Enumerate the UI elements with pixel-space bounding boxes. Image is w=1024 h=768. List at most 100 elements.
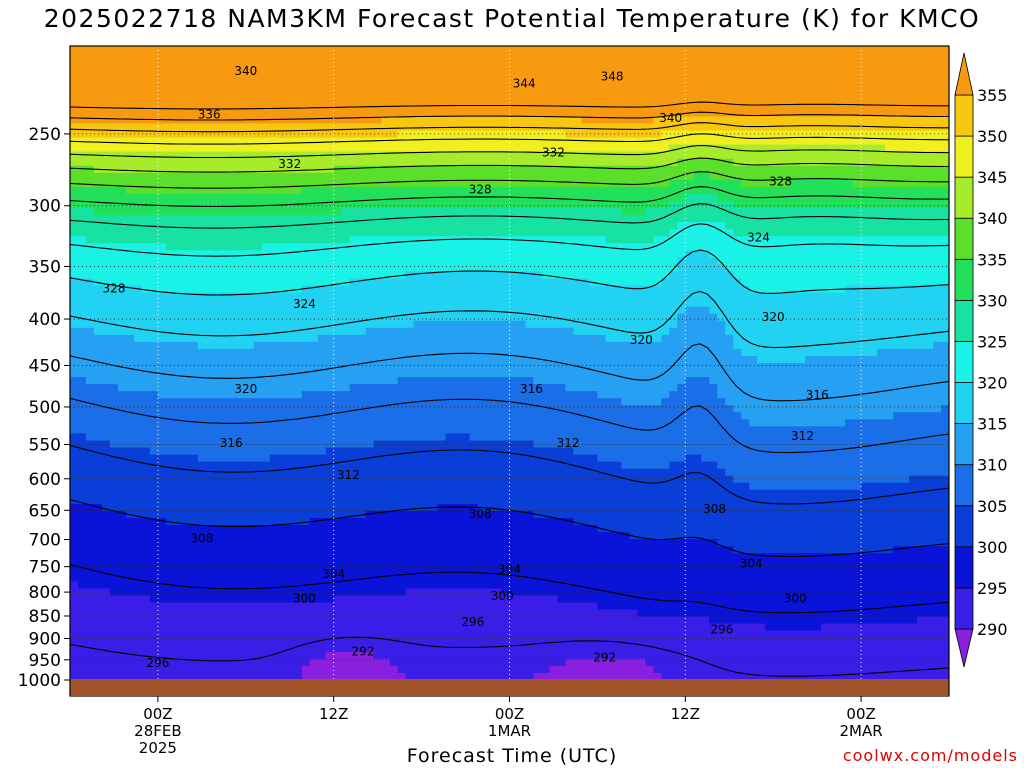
- theta-cell: [453, 355, 463, 364]
- theta-cell: [893, 355, 902, 364]
- theta-cell: [813, 53, 822, 61]
- theta-cell: [709, 200, 718, 209]
- theta-cell: [909, 292, 918, 301]
- theta-cell: [621, 299, 630, 308]
- theta-cell: [173, 193, 183, 202]
- theta-cell: [885, 222, 894, 230]
- theta-cell: [685, 271, 694, 280]
- theta-cell: [901, 229, 910, 237]
- theta-cell: [797, 222, 806, 230]
- theta-cell: [93, 172, 103, 181]
- theta-cell: [293, 67, 303, 75]
- theta-cell: [677, 130, 686, 139]
- theta-cell: [149, 341, 159, 350]
- theta-cell: [501, 109, 511, 118]
- theta-cell: [437, 116, 447, 125]
- theta-cell: [405, 222, 415, 230]
- theta-cell: [661, 250, 670, 258]
- theta-cell: [437, 222, 447, 230]
- theta-cell: [389, 116, 399, 125]
- theta-cell: [549, 144, 559, 153]
- theta-cell: [453, 186, 463, 195]
- theta-cell: [261, 81, 271, 89]
- theta-cell: [885, 264, 894, 273]
- theta-cell: [757, 81, 766, 89]
- theta-cell: [829, 81, 838, 89]
- theta-cell: [909, 264, 918, 273]
- theta-cell: [253, 306, 263, 315]
- theta-cell: [477, 299, 487, 308]
- theta-cell: [261, 179, 271, 188]
- theta-cell: [341, 60, 351, 68]
- theta-cell: [205, 109, 215, 118]
- theta-cell: [661, 327, 670, 336]
- theta-cell: [381, 137, 391, 146]
- theta-cell: [909, 186, 918, 195]
- theta-cell: [941, 60, 949, 68]
- theta-cell: [893, 95, 902, 103]
- theta-cell: [445, 158, 455, 167]
- theta-cell: [933, 144, 942, 153]
- theta-cell: [77, 215, 87, 223]
- theta-cell: [93, 271, 103, 280]
- theta-cell: [309, 348, 319, 357]
- theta-cell: [469, 144, 479, 153]
- theta-cell: [613, 285, 622, 294]
- theta-cell: [517, 334, 527, 343]
- theta-cell: [709, 151, 718, 160]
- theta-cell: [789, 165, 798, 174]
- theta-cell: [581, 355, 591, 364]
- theta-cell: [621, 88, 630, 96]
- theta-cell: [173, 327, 183, 336]
- theta-cell: [877, 208, 886, 216]
- theta-cell: [637, 229, 646, 237]
- theta-cell: [725, 46, 734, 54]
- theta-cell: [117, 172, 127, 181]
- theta-cell: [269, 306, 279, 315]
- theta-cell: [725, 67, 734, 75]
- theta-cell: [829, 67, 838, 75]
- theta-cell: [77, 165, 87, 174]
- theta-cell: [621, 67, 630, 75]
- theta-cell: [789, 151, 798, 160]
- theta-cell: [893, 257, 902, 265]
- theta-cell: [621, 285, 630, 294]
- theta-cell: [485, 320, 495, 329]
- theta-cell: [597, 355, 606, 364]
- theta-cell: [101, 299, 111, 308]
- theta-cell: [245, 46, 255, 54]
- theta-cell: [773, 341, 782, 350]
- theta-cell: [941, 144, 949, 153]
- theta-cell: [125, 102, 135, 110]
- theta-cell: [165, 137, 175, 146]
- theta-cell: [893, 348, 902, 357]
- theta-cell: [453, 250, 463, 258]
- theta-cell: [133, 81, 143, 89]
- theta-cell: [221, 363, 231, 371]
- theta-cell: [429, 74, 439, 82]
- theta-cell: [821, 60, 830, 68]
- theta-cell: [293, 102, 303, 110]
- theta-cell: [85, 200, 95, 209]
- theta-cell: [389, 363, 399, 371]
- theta-cell: [533, 355, 543, 364]
- theta-cell: [493, 186, 503, 195]
- theta-cell: [357, 313, 367, 322]
- theta-cell: [373, 186, 383, 195]
- theta-cell: [229, 200, 239, 209]
- theta-cell: [357, 355, 367, 364]
- theta-cell: [909, 130, 918, 139]
- theta-cell: [205, 172, 215, 181]
- theta-cell: [389, 229, 399, 237]
- theta-cell: [125, 81, 135, 89]
- theta-cell: [93, 348, 103, 357]
- theta-cell: [717, 179, 726, 188]
- theta-cell: [733, 46, 742, 54]
- theta-cell: [717, 137, 726, 146]
- theta-cell: [549, 123, 559, 132]
- theta-cell: [589, 306, 598, 315]
- theta-cell: [805, 299, 814, 308]
- theta-cell: [309, 320, 319, 329]
- theta-cell: [533, 306, 543, 315]
- theta-cell: [501, 158, 511, 167]
